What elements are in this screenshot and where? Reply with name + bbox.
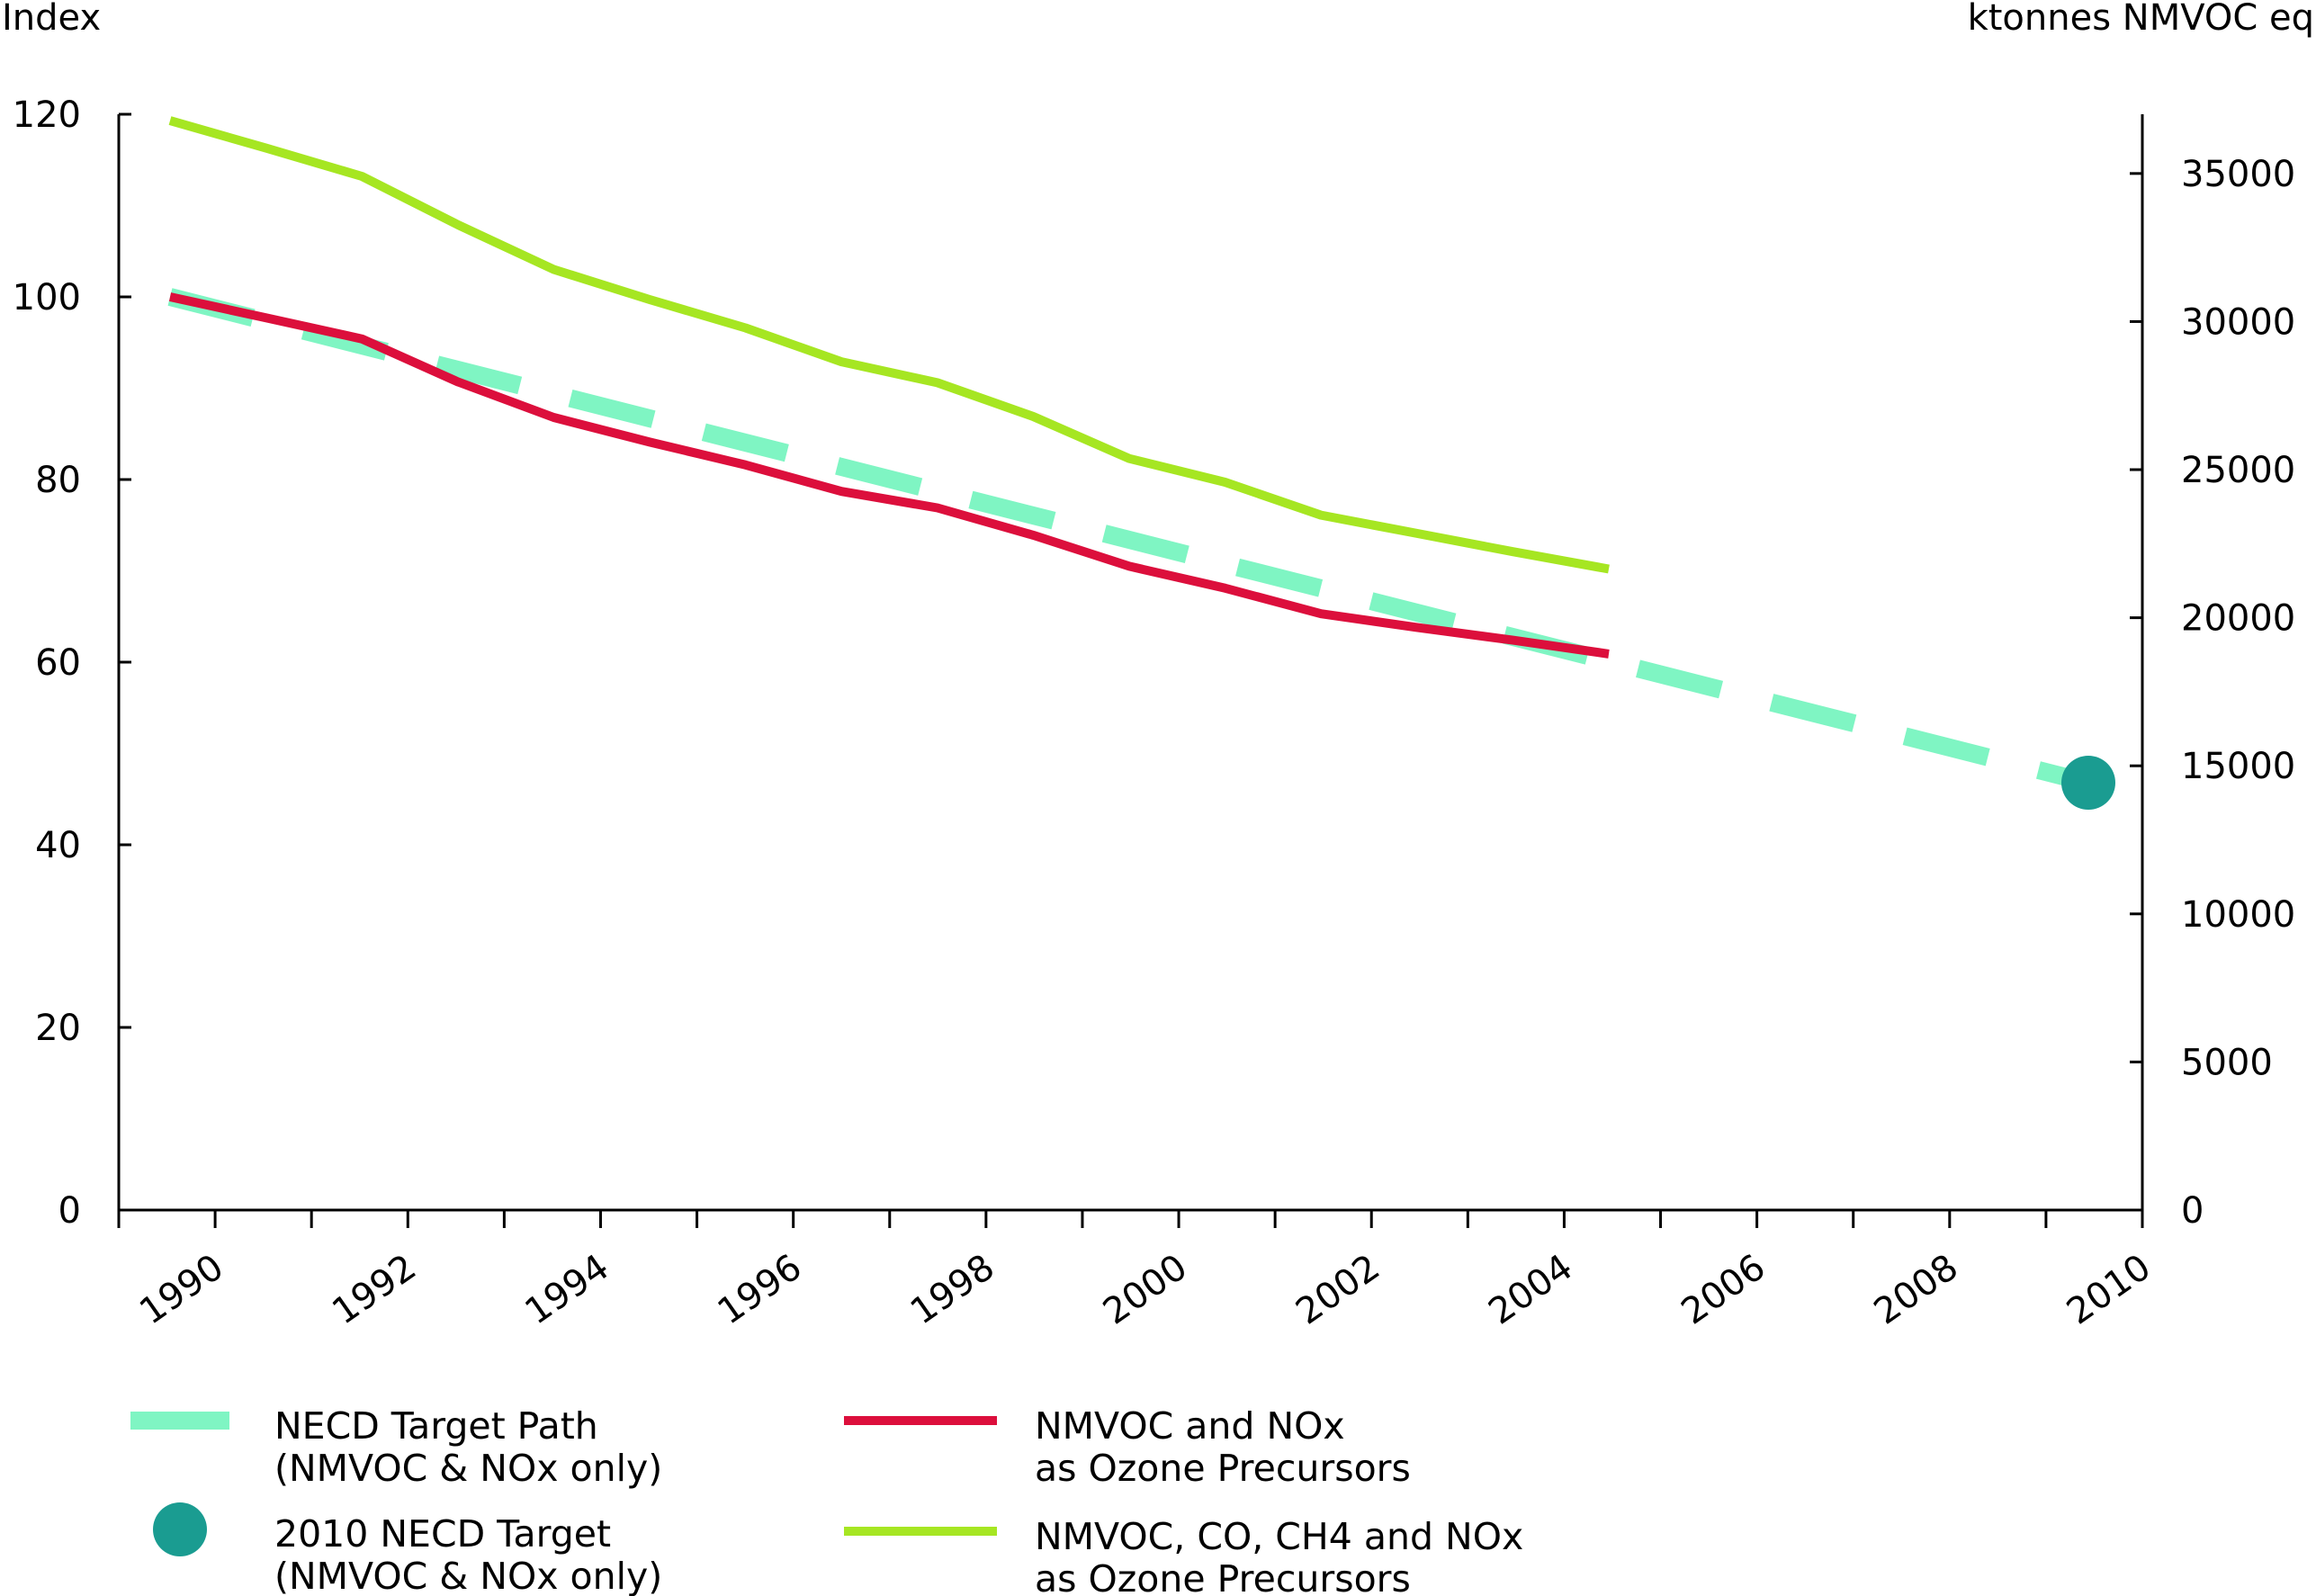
right-tick-label: 30000 <box>2181 301 2295 343</box>
legend-label-all-precursors-line-1: NMVOC, CO, CH4 and NOx <box>1035 1515 1523 1558</box>
x-axis-ticks: 1990 1992 1994 1996 1998 2000 2002 2004 2006 2008… <box>117 1210 2159 1333</box>
legend: NECD Target Path(NMVOC & NOx only)2010 N… <box>130 1404 1523 1596</box>
right-tick-label: 25000 <box>2181 450 2295 491</box>
right-tick-label: 35000 <box>2181 154 2295 195</box>
x-tick-label: 1990 <box>132 1247 231 1333</box>
x-tick-label: 2006 <box>1674 1247 1773 1333</box>
right-tick-label: 15000 <box>2181 746 2295 787</box>
legend-label-all-precursors-line-2: as Ozone Precursors <box>1035 1557 1411 1596</box>
left-axis-ticks: 0 20 40 60 80 100 120 <box>13 94 131 1232</box>
left-tick-label: 60 <box>35 642 81 684</box>
left-axis-title: Index <box>2 0 101 39</box>
series-line-2 <box>168 292 1610 659</box>
left-tick-label: 0 <box>58 1190 81 1232</box>
right-axis-ticks: 0 5000 10000 15000 20000 25000 30000 35000 <box>2130 154 2295 1232</box>
series-line-1 <box>167 288 2091 792</box>
x-tick-label: 2010 <box>2060 1247 2159 1333</box>
x-tick-label: 1994 <box>517 1247 616 1333</box>
left-tick-label: 40 <box>35 825 81 866</box>
left-tick-label: 100 <box>13 277 81 318</box>
left-tick-label: 80 <box>35 460 81 501</box>
x-tick-label: 2008 <box>1867 1247 1966 1333</box>
legend-label-target-path-line-2: (NMVOC & NOx only) <box>274 1447 662 1490</box>
right-tick-label: 0 <box>2181 1190 2204 1232</box>
legend-label-target-point-line-1: 2010 NECD Target <box>274 1512 611 1556</box>
x-tick-label: 1998 <box>903 1247 1002 1333</box>
right-tick-label: 5000 <box>2181 1042 2273 1083</box>
legend-label-target-point-line-2: (NMVOC & NOx only) <box>274 1555 662 1596</box>
right-tick-label: 10000 <box>2181 894 2295 936</box>
x-tick-label: 2000 <box>1096 1247 1195 1333</box>
left-tick-label: 20 <box>35 1008 81 1049</box>
x-tick-label: 1996 <box>711 1247 810 1333</box>
right-axis-title: ktonnes NMVOC eq <box>1968 0 2314 39</box>
legend-label-nmvoc-nox-line-1: NMVOC and NOx <box>1035 1404 1345 1448</box>
x-tick-label: 2002 <box>1288 1247 1387 1333</box>
series-layer <box>167 116 2115 810</box>
legend-label-nmvoc-nox-line-2: as Ozone Precursors <box>1035 1447 1411 1490</box>
series-line-3 <box>168 116 1610 574</box>
left-tick-label: 120 <box>13 94 81 136</box>
x-tick-label: 2004 <box>1481 1247 1580 1333</box>
legend-label-target-path-line-1: NECD Target Path <box>274 1404 598 1448</box>
target-point-marker <box>2061 755 2115 810</box>
right-tick-label: 20000 <box>2181 598 2295 640</box>
x-tick-label: 1992 <box>325 1247 424 1333</box>
legend-swatch-target-point <box>153 1502 207 1556</box>
